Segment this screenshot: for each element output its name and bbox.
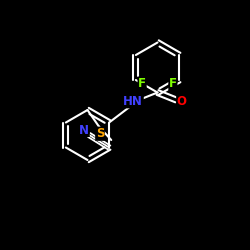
Text: S: S: [96, 127, 104, 140]
Text: N: N: [79, 124, 89, 136]
Text: O: O: [177, 95, 187, 108]
Text: F: F: [138, 77, 146, 90]
Text: HN: HN: [123, 95, 143, 108]
Text: F: F: [169, 77, 177, 90]
